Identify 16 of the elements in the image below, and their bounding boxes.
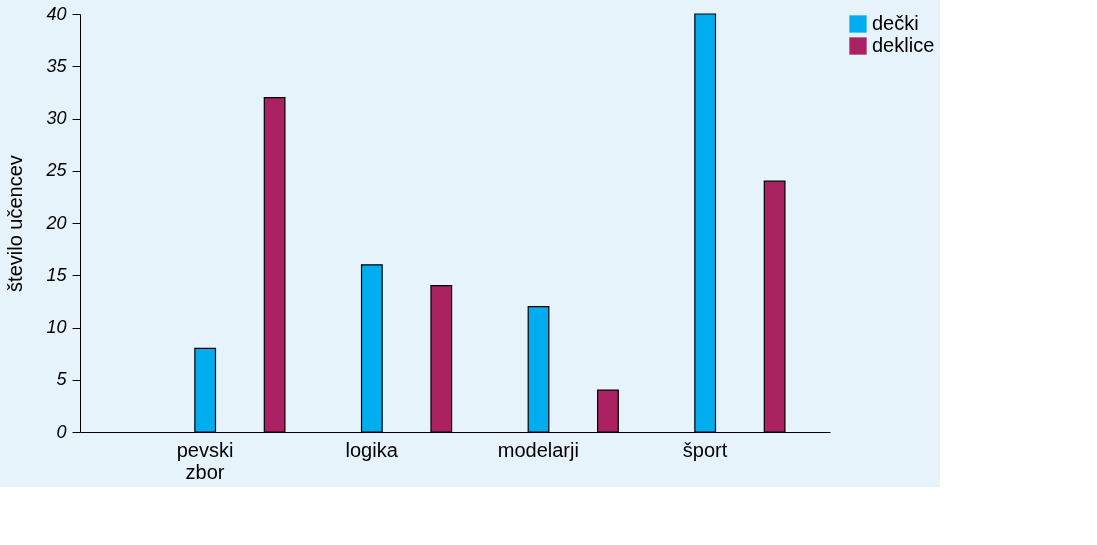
legend-label: deklice bbox=[872, 34, 935, 56]
y-tick-label: 25 bbox=[45, 160, 68, 181]
x-tick-label: šport bbox=[682, 438, 728, 461]
y-tick-label: 0 bbox=[56, 421, 67, 442]
y-tick-label: 5 bbox=[56, 369, 68, 390]
y-tick-label: 30 bbox=[46, 108, 67, 128]
y-axis-title: število učencev bbox=[4, 155, 27, 292]
y-tick-label: 40 bbox=[46, 3, 67, 24]
y-tick-label: 15 bbox=[46, 264, 68, 285]
y-tick-label: 10 bbox=[46, 317, 67, 337]
legend-label: dečki bbox=[872, 12, 919, 34]
x-tick-label: pevski zbor bbox=[176, 438, 234, 483]
y-tick-label: 35 bbox=[46, 55, 68, 76]
y-tick-label: 20 bbox=[45, 212, 67, 233]
x-tick-label: modelarji bbox=[497, 438, 579, 461]
x-tick-label: logika bbox=[345, 438, 399, 461]
